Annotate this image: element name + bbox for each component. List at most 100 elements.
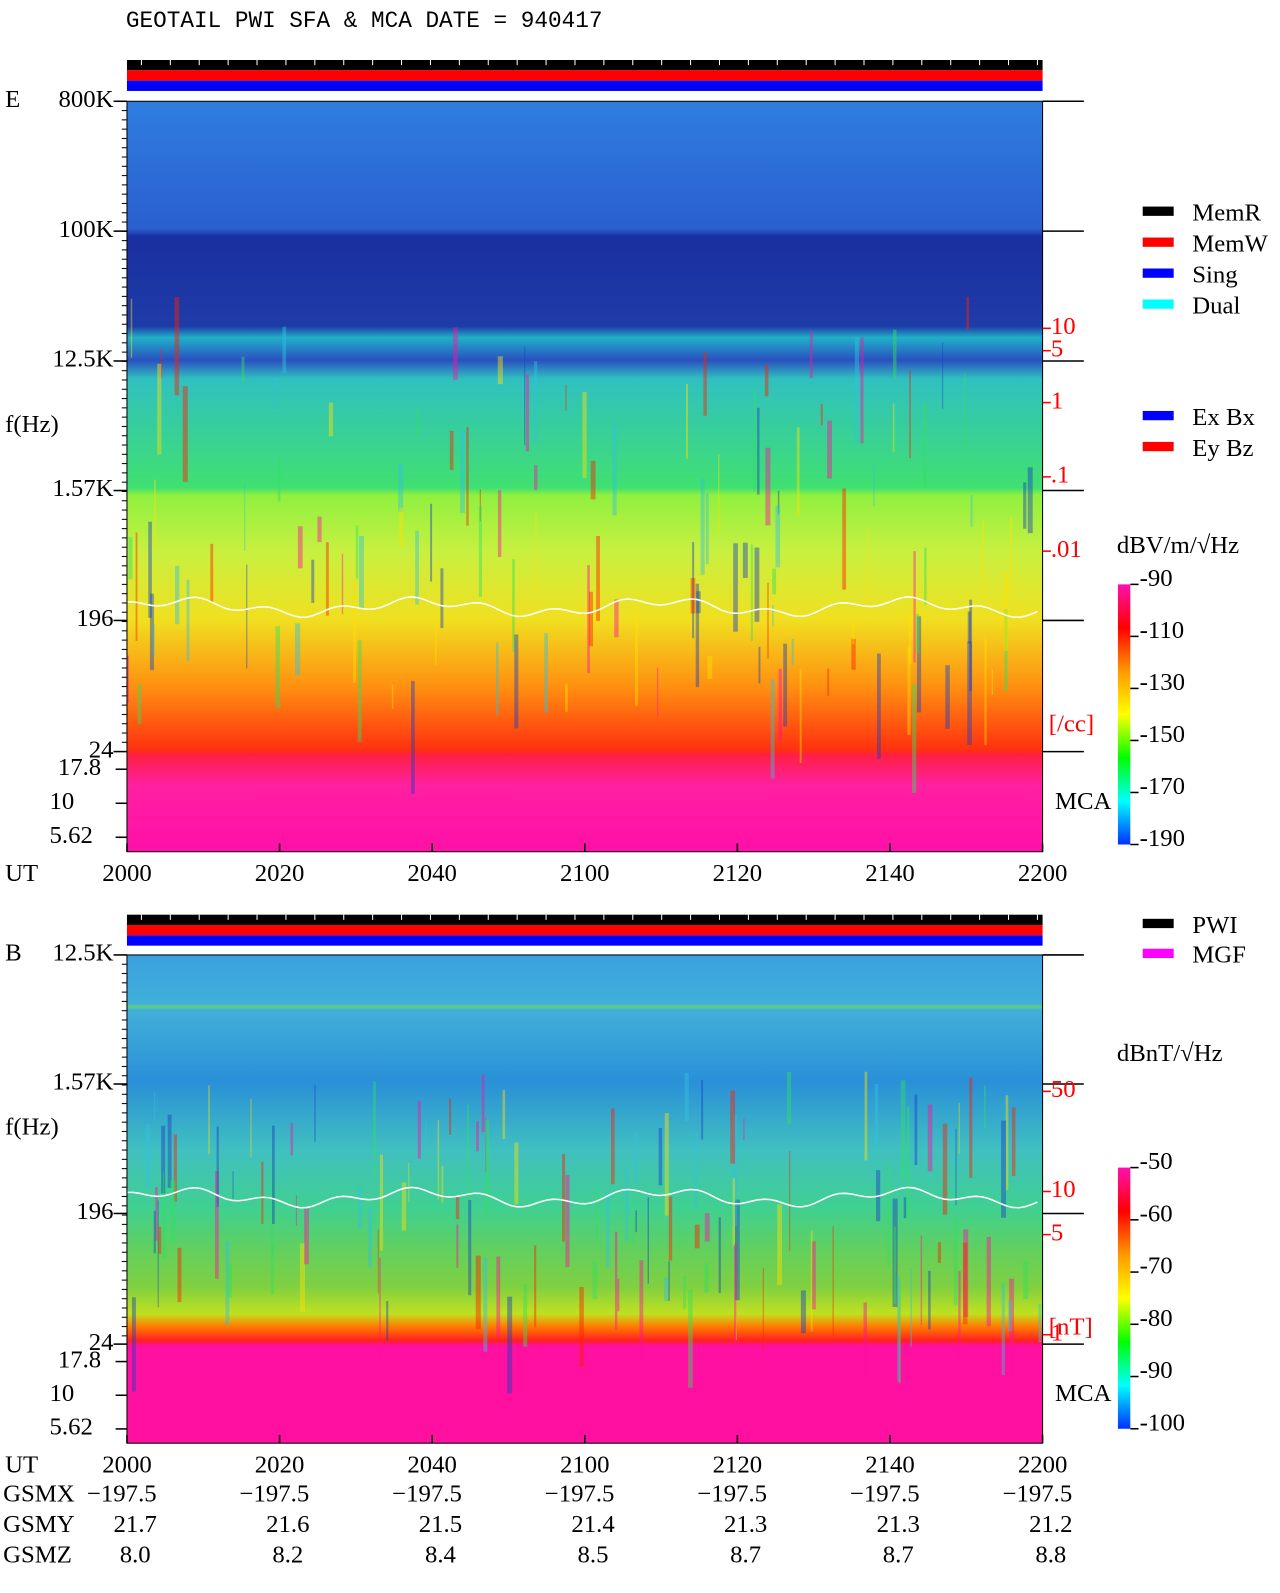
spectrogram-texture bbox=[297, 526, 303, 569]
x-tick-label: 2120 bbox=[713, 860, 763, 887]
spectrogram-texture bbox=[1009, 1278, 1015, 1376]
x-tick-label: 2100 bbox=[560, 1452, 610, 1479]
cyclotron-line bbox=[126, 596, 1038, 619]
legend-swatch bbox=[1142, 299, 1174, 309]
spectrogram-texture bbox=[732, 1115, 738, 1226]
spectrogram-texture bbox=[353, 580, 356, 683]
legend-label: Dual bbox=[1192, 292, 1240, 319]
spectrogram-texture bbox=[718, 1217, 721, 1294]
spectrogram-texture bbox=[399, 507, 404, 548]
y-tick-label: 800K bbox=[59, 86, 114, 113]
y2-tick-label: 50 bbox=[1051, 1076, 1076, 1103]
y2-tick-label: 5 bbox=[1051, 1219, 1063, 1246]
spectrogram-texture bbox=[892, 1198, 898, 1307]
spectrogram-texture bbox=[158, 1226, 162, 1254]
spectrogram-texture bbox=[271, 1170, 274, 1256]
spectrogram-texture bbox=[730, 1090, 736, 1164]
legend-label: Sing bbox=[1192, 261, 1237, 288]
spectrogram-texture bbox=[182, 386, 188, 482]
spectrogram-texture bbox=[909, 370, 911, 459]
orbit-value: 21.3 bbox=[724, 1511, 767, 1538]
panel-label: B bbox=[5, 940, 22, 967]
spectrogram-texture bbox=[765, 447, 771, 526]
spectrogram-texture bbox=[534, 465, 538, 491]
spectrogram-texture bbox=[216, 1126, 219, 1207]
spectrogram-texture bbox=[467, 1104, 470, 1205]
spectrogram-texture bbox=[928, 1270, 931, 1330]
y2-tick-label: 10 bbox=[1051, 313, 1076, 340]
spectrogram-texture bbox=[311, 559, 315, 603]
spectrogram-texture bbox=[270, 1244, 275, 1295]
spectrogram-texture bbox=[507, 1296, 513, 1394]
spectrogram-texture bbox=[791, 638, 794, 665]
spectrogram-texture bbox=[416, 409, 419, 437]
spectrogram-texture bbox=[758, 646, 761, 684]
spectrogram-texture bbox=[524, 347, 526, 446]
spectrogram-texture bbox=[157, 363, 162, 455]
spectrogram-texture bbox=[692, 541, 695, 639]
y-axis-label: f(Hz) bbox=[5, 1114, 59, 1141]
spectrogram-texture bbox=[1004, 608, 1008, 692]
spectrogram-texture bbox=[1038, 1303, 1042, 1343]
spectrogram-texture bbox=[565, 384, 567, 411]
colorbar-label: dBV/m/√Hz bbox=[1117, 532, 1239, 559]
spectrogram-texture bbox=[958, 1271, 961, 1361]
spectrogram-texture bbox=[778, 669, 782, 741]
spectrogram-texture bbox=[897, 1274, 900, 1382]
legend-swatch bbox=[1142, 237, 1174, 247]
title: GEOTAIL PWI SFA & MCA DATE = 940417 bbox=[126, 8, 603, 34]
spectrogram-texture bbox=[984, 635, 987, 746]
legend-swatch bbox=[1142, 441, 1174, 452]
spectrogram-texture bbox=[634, 1133, 638, 1185]
spectrogram-texture bbox=[967, 611, 971, 644]
spectrogram-texture bbox=[497, 356, 503, 385]
mode-bar bbox=[126, 925, 1043, 936]
spectrogram-texture bbox=[863, 1302, 867, 1380]
colorbar-tick-label: -90 bbox=[1140, 565, 1173, 592]
mca-tick-label: 17.8 bbox=[58, 754, 101, 781]
orbit-value: −197.5 bbox=[545, 1481, 615, 1508]
spectrogram-texture bbox=[767, 582, 769, 659]
x-tick-label: 2140 bbox=[865, 1452, 915, 1479]
spectrogram-texture bbox=[892, 329, 897, 379]
spectrogram-texture bbox=[625, 1166, 629, 1242]
legend-label: PWI bbox=[1192, 912, 1237, 939]
spectrogram-texture bbox=[417, 1100, 421, 1159]
y-tick-label: 12.5K bbox=[52, 940, 113, 967]
spectrogram-texture bbox=[827, 420, 832, 479]
orbit-value: 8.5 bbox=[578, 1541, 609, 1568]
spectrogram-texture bbox=[475, 1255, 481, 1330]
spectrogram-texture bbox=[688, 1289, 693, 1388]
spectrogram-texture bbox=[820, 403, 823, 426]
spectrogram-texture bbox=[1023, 482, 1027, 529]
x-tick-label: 2200 bbox=[1018, 1452, 1068, 1479]
spectrogram-texture bbox=[368, 1207, 373, 1268]
spectrogram-texture bbox=[137, 683, 142, 724]
spectrogram-texture bbox=[639, 1260, 644, 1361]
spectrogram-texture bbox=[130, 298, 133, 358]
colorbar-tick-label: -60 bbox=[1140, 1200, 1173, 1227]
spectrogram-texture bbox=[893, 1226, 897, 1304]
spectrogram-texture bbox=[534, 1245, 537, 1327]
spectrogram-texture bbox=[295, 623, 301, 676]
spectrogram-texture bbox=[152, 624, 155, 656]
spectrogram-texture bbox=[874, 1083, 879, 1146]
y-axis-label: f(Hz) bbox=[5, 411, 59, 438]
spectrogram-texture bbox=[873, 465, 875, 507]
orbit-value: −197.5 bbox=[240, 1481, 310, 1508]
x-tick-label: 2200 bbox=[1018, 860, 1068, 887]
y2-tick-label: .1 bbox=[1051, 462, 1070, 489]
spectrogram-texture bbox=[1001, 1282, 1005, 1376]
spectrogram-texture bbox=[398, 463, 404, 512]
spectrogram-texture bbox=[456, 1224, 459, 1268]
colorbar-label: dBnT/√Hz bbox=[1117, 1040, 1223, 1067]
spectrogram-texture bbox=[812, 1241, 816, 1310]
spectrogram-texture bbox=[590, 460, 596, 500]
spectrogram-texture bbox=[154, 479, 156, 553]
orbit-value: 8.7 bbox=[883, 1541, 914, 1568]
spectrogram-texture bbox=[525, 374, 530, 452]
spectrogram-texture bbox=[800, 1290, 806, 1334]
spectrogram-texture bbox=[969, 599, 973, 692]
spectrogram-texture bbox=[215, 1171, 219, 1279]
x-axis-label: UT bbox=[5, 860, 38, 887]
